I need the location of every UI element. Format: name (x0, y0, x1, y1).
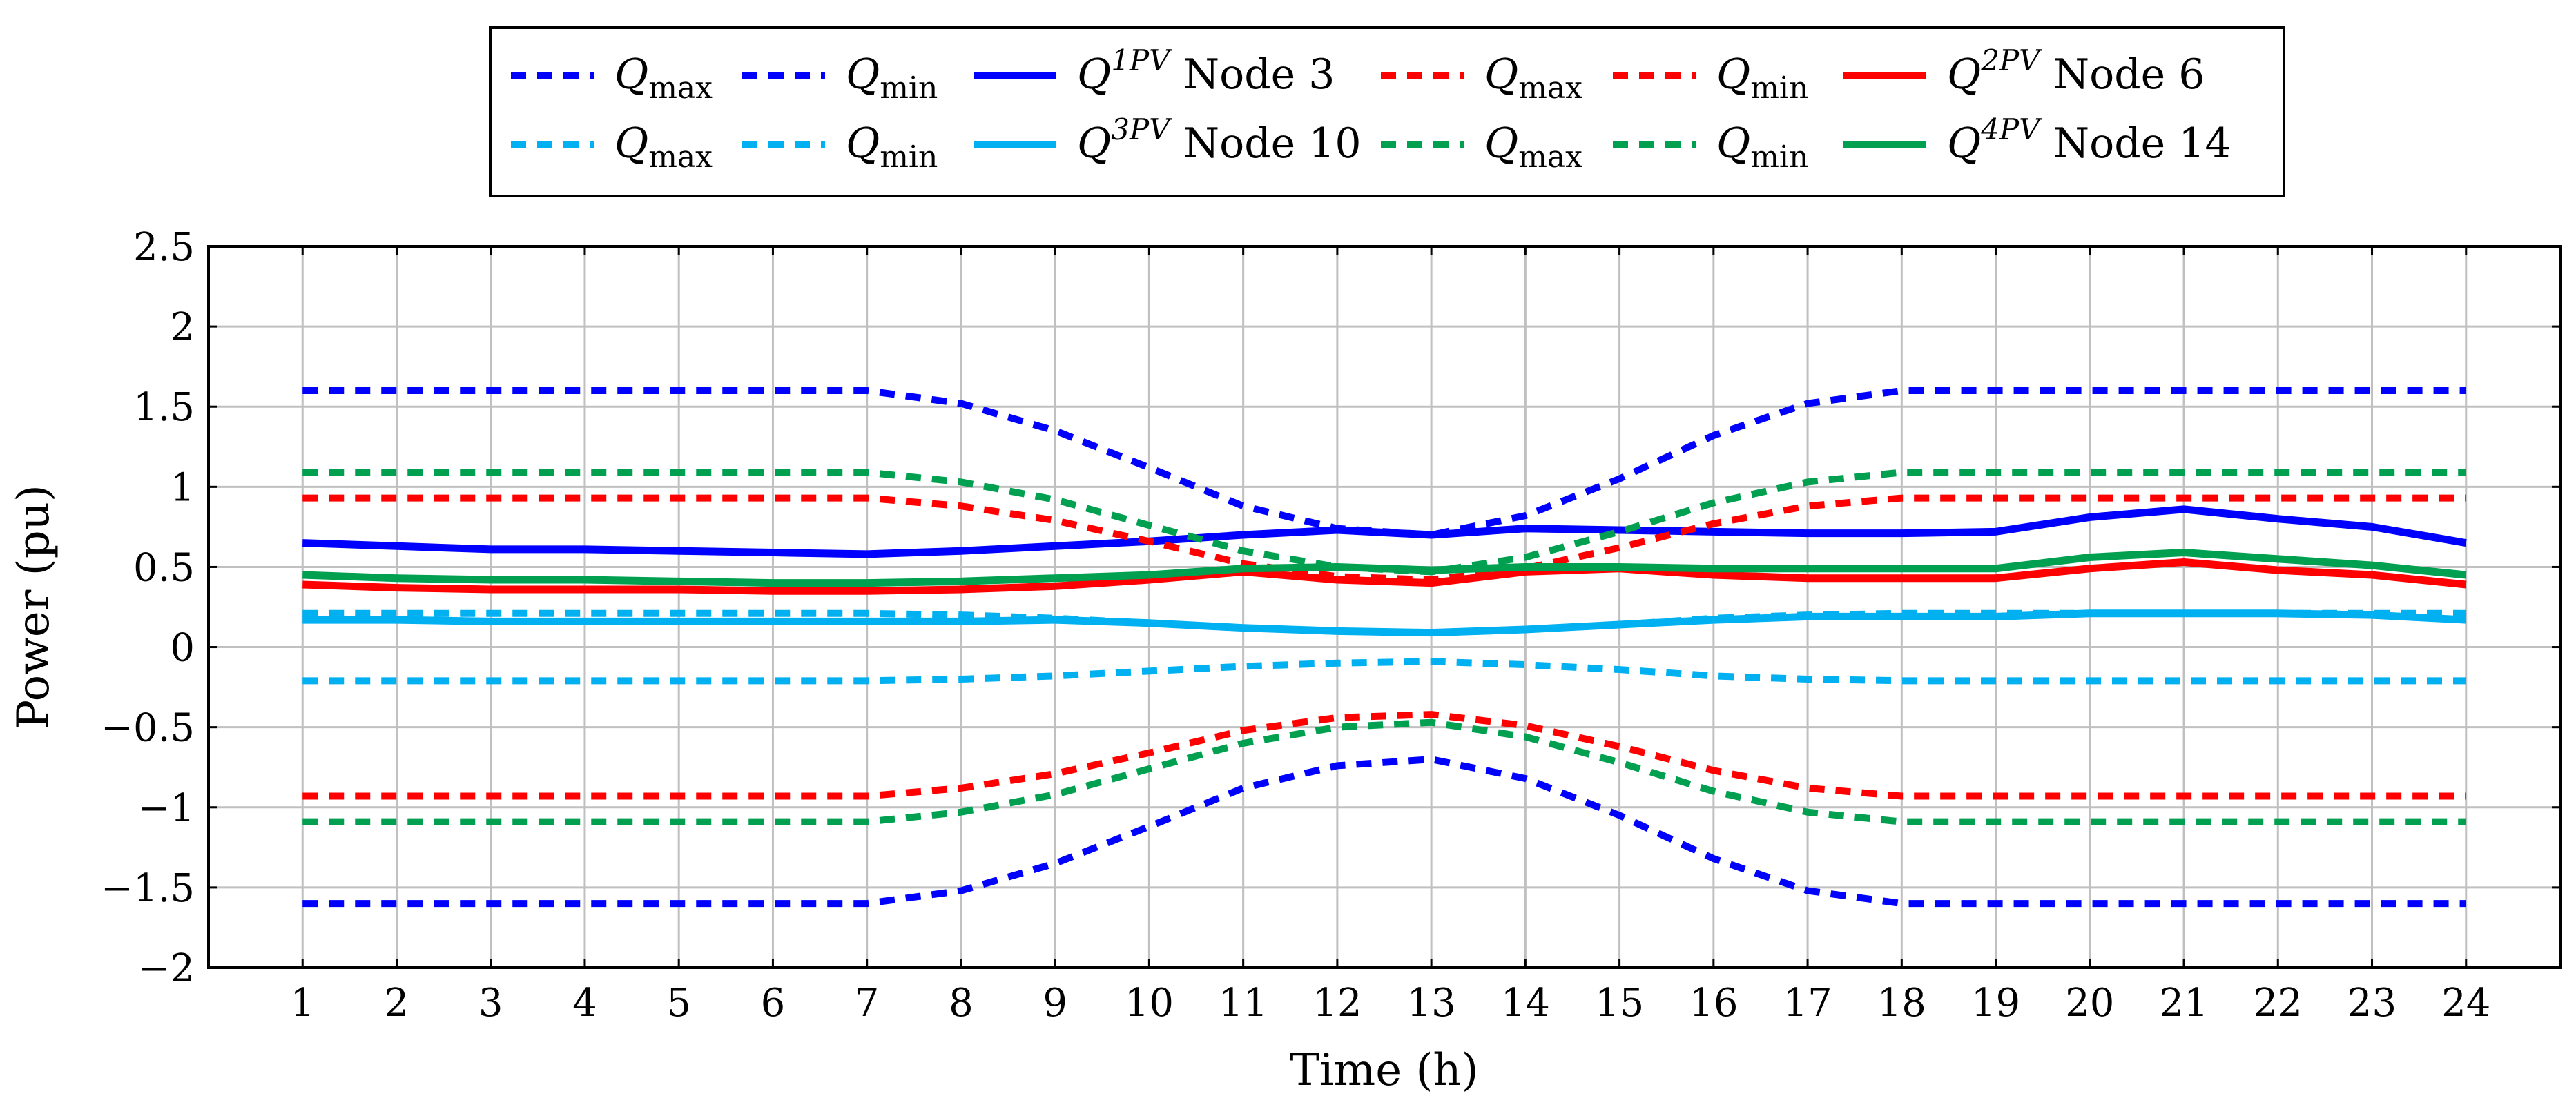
series-line-8 (302, 609, 2467, 637)
y-tick-label: 2.5 (133, 225, 195, 270)
legend-label: Qmax (1484, 119, 1582, 175)
legend-item: Q1PV Node 3 (974, 43, 1335, 99)
x-tick-label: 21 (2159, 981, 2208, 1026)
y-tick-label: −1.5 (101, 866, 195, 911)
legend-label: Qmax (1484, 50, 1582, 106)
legend-label: Qmin (846, 119, 938, 175)
series-line-1 (302, 756, 2466, 908)
x-tick-label: 10 (1125, 981, 1174, 1026)
series-line-7 (302, 658, 2466, 685)
y-tick-label: −2 (137, 946, 195, 991)
x-tick-label: 20 (2065, 981, 2114, 1026)
x-tick-label: 9 (1043, 981, 1067, 1026)
legend-label: Q3PV Node 10 (1077, 112, 1362, 168)
y-tick-label: −0.5 (101, 706, 195, 751)
grid (209, 245, 2560, 969)
legend-label: Qmin (846, 50, 938, 106)
x-tick-label: 13 (1406, 981, 1455, 1026)
series-line-9 (302, 469, 2466, 576)
x-tick-label: 12 (1313, 981, 1362, 1026)
legend-label: Q4PV Node 14 (1947, 112, 2231, 168)
x-tick-label: 22 (2254, 981, 2303, 1026)
legend-item: Qmax (1381, 50, 1582, 106)
legend-item: Q3PV Node 10 (974, 112, 1362, 168)
series-layer (302, 387, 2467, 908)
legend-item: Q4PV Node 14 (1843, 112, 2231, 168)
y-tick-label: 2 (170, 305, 195, 350)
legend-label: Qmin (1716, 119, 1808, 175)
legend-item: Qmax (511, 50, 713, 106)
x-tick-label: 4 (572, 981, 597, 1026)
y-axis-label: Power (pu) (8, 484, 59, 730)
legend-label: Q1PV Node 3 (1077, 43, 1335, 99)
y-tick-label: 1 (170, 465, 195, 510)
series-line-10 (302, 718, 2466, 825)
y-tick-label: 1.5 (133, 385, 195, 430)
legend-item: Qmin (1613, 50, 1808, 106)
y-tick-label: 0.5 (133, 545, 195, 590)
x-tick-label: 11 (1219, 981, 1268, 1026)
x-tick-label: 18 (1877, 981, 1926, 1026)
series-line-11 (302, 549, 2467, 587)
legend-item: Q2PV Node 6 (1843, 43, 2205, 99)
ticks: 1 2 3 4 5 6 7 8 9 10 11 12 13 14 15 16 17 18 19 20 21 22 23 242… (101, 225, 2560, 1026)
x-tick-label: 6 (761, 981, 786, 1026)
legend: Qmax Qmin Q1PV Node 3 Qmax Qmin Q2PV Node 6 Qm… (489, 26, 2285, 197)
x-tick-label: 8 (949, 981, 974, 1026)
legend-box (489, 26, 2285, 197)
x-tick-label: 24 (2441, 981, 2490, 1026)
plot-frame (207, 245, 2562, 969)
x-tick-label: 17 (1783, 981, 1832, 1026)
x-tick-label: 15 (1595, 981, 1644, 1026)
x-tick-label: 3 (478, 981, 503, 1026)
x-tick-label: 23 (2347, 981, 2396, 1026)
x-tick-label: 19 (1971, 981, 2020, 1026)
y-tick-label: −1 (137, 786, 195, 831)
x-tick-label: 5 (666, 981, 691, 1026)
x-tick-label: 14 (1501, 981, 1550, 1026)
x-axis-label: Time (h) (1290, 1045, 1478, 1096)
x-tick-label: 7 (855, 981, 880, 1026)
series-line-5 (302, 558, 2467, 595)
legend-label: Qmax (614, 119, 713, 175)
y-tick-label: 0 (170, 626, 195, 671)
series-line-4 (302, 711, 2466, 800)
legend-item: Qmax (511, 119, 713, 175)
x-tick-label: 2 (385, 981, 409, 1026)
x-tick-label: 16 (1689, 981, 1738, 1026)
legend-item: Qmin (742, 50, 938, 106)
legend-item: Qmin (1613, 119, 1808, 175)
legend-label: Qmin (1716, 50, 1808, 106)
legend-item: Qmax (1381, 119, 1582, 175)
series-line-2 (302, 505, 2467, 558)
legend-item: Qmin (742, 119, 938, 175)
legend-label: Qmax (614, 50, 713, 106)
legend-label: Q2PV Node 6 (1947, 43, 2205, 99)
x-tick-label: 1 (290, 981, 315, 1026)
